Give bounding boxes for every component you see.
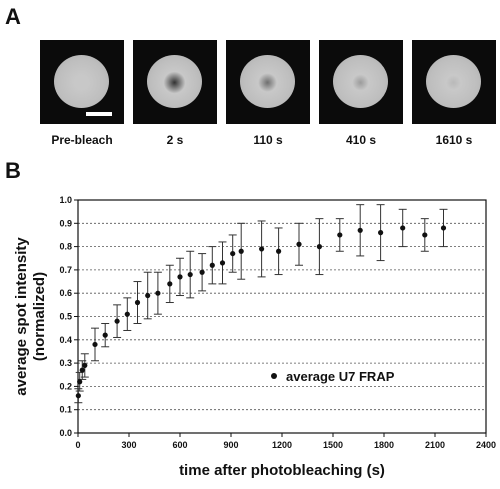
- micrograph-110s: [226, 40, 310, 124]
- data-point: [82, 362, 88, 369]
- data-point: [75, 393, 81, 399]
- micrograph-label: Pre-bleach: [51, 133, 113, 147]
- data-point: [155, 290, 161, 296]
- y-axis-title-line1: average spot intensity: [13, 237, 30, 396]
- data-point: [79, 367, 85, 373]
- x-tick-label: 2400: [476, 440, 496, 450]
- y-tick-label: 0.1: [59, 405, 72, 415]
- data-point: [124, 311, 130, 317]
- y-tick-label: 0.0: [59, 428, 72, 438]
- data-point: [145, 292, 151, 299]
- data-point: [134, 299, 141, 306]
- nucleus: [333, 55, 388, 108]
- x-tick-label: 600: [172, 440, 187, 450]
- x-tick-label: 900: [223, 440, 238, 450]
- data-point: [199, 269, 205, 275]
- micrograph-label: 410 s: [345, 133, 377, 147]
- panel-b-letter: B: [5, 158, 21, 183]
- data-point: [177, 274, 183, 280]
- nucleus: [54, 55, 109, 108]
- data-point: [238, 248, 244, 254]
- data-point: [316, 244, 322, 250]
- data-point: [219, 260, 226, 266]
- data-point: [357, 227, 363, 233]
- y-tick-label: 0.2: [59, 381, 72, 391]
- micrograph-410s: [319, 40, 403, 124]
- legend: average U7 FRAP: [271, 369, 395, 384]
- data-point: [77, 379, 83, 385]
- x-ticks: 0 300 600 900 1200 1500 1800 2100 2400: [75, 433, 496, 450]
- data-point: [209, 262, 215, 268]
- data-point: [167, 281, 173, 287]
- y-tick-label: 0.7: [59, 265, 72, 275]
- legend-label: average U7 FRAP: [286, 369, 395, 384]
- nucleus: [147, 55, 202, 108]
- y-tick-label: 0.6: [59, 288, 72, 298]
- y-axis-title-line2: (normalized): [31, 272, 48, 361]
- data-point: [102, 332, 108, 338]
- nucleus: [240, 55, 295, 108]
- legend-marker: [271, 373, 277, 379]
- data-points: [75, 225, 447, 399]
- data-point: [114, 318, 120, 324]
- scale-bar: [86, 112, 112, 116]
- panel-a-letter: A: [5, 4, 21, 29]
- micrograph-label: 1610 s: [435, 133, 473, 147]
- x-tick-label: 1200: [272, 440, 292, 450]
- y-tick-label: 0.9: [59, 218, 72, 228]
- gridlines: [78, 222, 486, 411]
- micrograph-2s: [133, 40, 217, 124]
- data-point: [276, 248, 282, 254]
- nucleus: [426, 55, 481, 108]
- data-point: [440, 225, 447, 231]
- y-tick-label: 0.4: [59, 335, 72, 345]
- x-tick-label: 2100: [425, 440, 445, 450]
- micrograph-pre-bleach: [40, 40, 124, 124]
- micrograph-label: 110 s: [253, 133, 283, 147]
- data-point: [400, 225, 406, 231]
- data-point: [337, 232, 343, 238]
- x-tick-label: 1500: [323, 440, 343, 450]
- x-tick-label: 300: [121, 440, 136, 450]
- data-point: [92, 341, 98, 348]
- data-point: [259, 246, 265, 252]
- y-tick-label: 1.0: [59, 195, 72, 205]
- x-axis-title: time after photobleaching (s): [179, 462, 385, 479]
- y-tick-label: 0.5: [59, 312, 72, 322]
- data-point: [378, 230, 384, 236]
- x-tick-label: 1800: [374, 440, 394, 450]
- micrograph-label: 2 s: [166, 133, 184, 147]
- data-point: [296, 241, 302, 247]
- micrograph-1610s: [412, 40, 496, 124]
- y-ticks: 0.0 0.1 0.2 0.3 0.4 0.5 0.6 0.7 0.8 0.9 1.0: [59, 195, 78, 438]
- data-point: [187, 271, 193, 278]
- x-tick-label: 0: [75, 440, 80, 450]
- y-tick-label: 0.3: [59, 358, 72, 368]
- data-point: [230, 250, 236, 257]
- data-point: [422, 232, 428, 238]
- y-tick-label: 0.8: [59, 242, 72, 252]
